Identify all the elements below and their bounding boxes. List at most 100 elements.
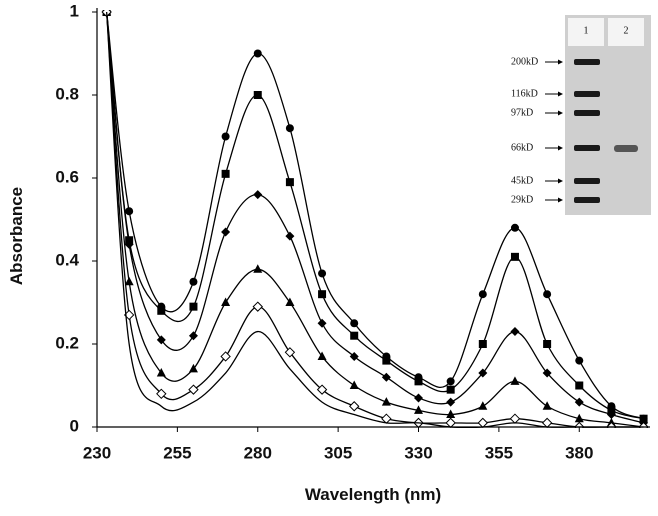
point [317, 318, 327, 328]
y-tick-label: 0.6 [55, 167, 79, 186]
y-tick-label: 1 [70, 1, 79, 20]
point [478, 340, 487, 348]
x-axis-title: Wavelength (nm) [305, 485, 441, 504]
point [253, 91, 262, 99]
x-tick-label: 280 [244, 443, 272, 462]
ladder-band [574, 110, 600, 116]
point [446, 385, 455, 394]
point [285, 231, 295, 241]
sample-band [614, 145, 638, 152]
marker-label: 29kD [511, 194, 533, 205]
series-line [105, 11, 644, 428]
marker-label: 45kD [511, 175, 533, 186]
marker-label: 97kD [511, 107, 533, 118]
ladder-band [574, 91, 600, 97]
point [318, 290, 327, 299]
marker-arrowhead [558, 178, 563, 184]
lane-label: 2 [624, 25, 629, 36]
point [510, 376, 520, 385]
point [285, 297, 295, 306]
point [189, 302, 198, 311]
point [221, 227, 231, 237]
point [318, 269, 327, 278]
ladder-band [574, 59, 600, 65]
point [253, 190, 263, 200]
point [542, 368, 552, 378]
point [285, 178, 294, 187]
point [220, 351, 231, 362]
series-line [105, 11, 644, 420]
point [414, 405, 424, 414]
point [382, 356, 391, 365]
x-tick-label: 305 [324, 443, 352, 462]
point [349, 351, 359, 361]
point [510, 327, 520, 337]
point [574, 397, 584, 407]
point [188, 363, 198, 373]
ladder-band [574, 145, 600, 151]
point [478, 290, 487, 299]
point [446, 409, 456, 419]
point [542, 401, 552, 410]
x-tick-label: 230 [83, 443, 111, 462]
marker-arrowhead [558, 197, 563, 203]
series-line [105, 11, 644, 424]
point [124, 276, 134, 286]
point [574, 413, 584, 423]
y-tick-label: 0 [70, 416, 79, 435]
x-tick-label: 330 [404, 443, 432, 462]
point [509, 413, 521, 424]
point [156, 335, 166, 345]
x-tick-label: 255 [163, 443, 191, 462]
marker-arrowhead [558, 91, 563, 97]
point [510, 223, 519, 232]
point [252, 301, 263, 312]
y-tick-label: 0.8 [55, 84, 79, 103]
point [350, 319, 359, 328]
series-line [105, 11, 644, 428]
marker-label: 66kD [511, 142, 533, 153]
point [510, 252, 519, 261]
point [349, 380, 359, 389]
point [253, 49, 262, 58]
point [445, 417, 456, 428]
point [543, 340, 552, 348]
point [606, 410, 616, 420]
point [446, 397, 456, 407]
series-line [105, 11, 644, 428]
ladder-band [574, 197, 600, 203]
series-line [105, 11, 644, 420]
point [188, 331, 198, 341]
x-tick-label: 380 [565, 443, 593, 462]
point [575, 356, 584, 365]
marker-arrowhead [558, 59, 563, 65]
point [189, 277, 198, 286]
point [156, 368, 166, 377]
point [285, 124, 294, 133]
marker-label: 116kD [511, 88, 538, 99]
point [221, 297, 231, 306]
gel-well [568, 18, 604, 46]
y-tick-label: 0.4 [55, 250, 79, 269]
ladder-band [574, 178, 600, 184]
gel-well [608, 18, 644, 46]
point [157, 306, 166, 315]
point [317, 351, 327, 360]
point [156, 388, 167, 400]
point [188, 384, 199, 395]
point [284, 347, 296, 358]
point [414, 393, 424, 403]
gel-inset: 1 2 200kD 116kD 97kD 66kD 45kD 29kD [511, 15, 651, 215]
point [478, 401, 488, 410]
marker-arrowhead [558, 145, 563, 151]
point [381, 397, 391, 406]
marker-label: 200kD [511, 56, 538, 67]
point [414, 377, 423, 386]
x-tick-label: 355 [485, 443, 513, 462]
point [381, 372, 391, 382]
point [446, 377, 455, 386]
point [316, 384, 328, 395]
point [478, 368, 488, 378]
point [124, 239, 134, 249]
